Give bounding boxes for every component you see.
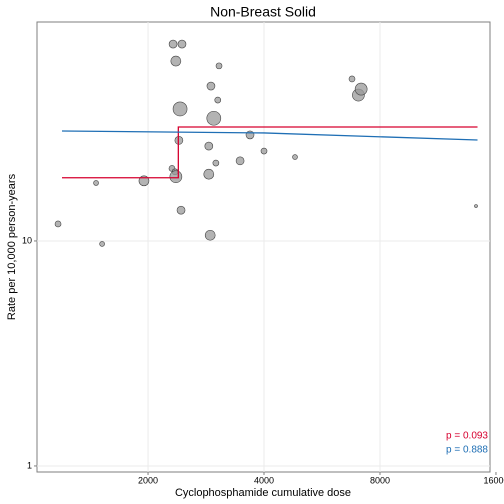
- x-tick-label: 16000: [483, 475, 504, 485]
- point: [203, 168, 215, 180]
- y-tick-label: 1: [27, 460, 32, 470]
- plot-frame: [36, 21, 491, 473]
- y-tick-label: 10: [22, 235, 32, 245]
- point: [99, 241, 105, 247]
- point: [169, 170, 183, 184]
- x-tick-label: 8000: [370, 475, 390, 485]
- point: [354, 82, 368, 96]
- point: [204, 229, 216, 241]
- point: [170, 55, 182, 67]
- x-axis-title: Cyclophosphamide cumulative dose: [175, 487, 351, 499]
- fit-line: [61, 130, 478, 141]
- point: [54, 220, 62, 228]
- point: [235, 156, 245, 166]
- point: [292, 154, 298, 160]
- point: [93, 180, 99, 186]
- point: [206, 110, 222, 126]
- point: [168, 39, 178, 49]
- point: [348, 75, 356, 83]
- point: [474, 204, 478, 208]
- annotation: p = 0.093: [446, 431, 488, 442]
- point: [215, 62, 223, 70]
- point: [206, 81, 216, 91]
- point: [214, 96, 222, 104]
- point: [245, 130, 255, 140]
- point: [204, 141, 214, 151]
- y-axis-title: Rate per 10,000 person-years: [6, 173, 18, 320]
- fit-line: [62, 126, 478, 179]
- point: [212, 159, 220, 167]
- point: [172, 101, 188, 117]
- annotation: p = 0.888: [446, 445, 488, 456]
- x-tick-label: 2000: [138, 475, 158, 485]
- point: [260, 147, 268, 155]
- point: [176, 205, 186, 215]
- x-tick-label: 4000: [254, 475, 274, 485]
- chart-title: Non-Breast Solid: [210, 4, 316, 20]
- point: [177, 39, 187, 49]
